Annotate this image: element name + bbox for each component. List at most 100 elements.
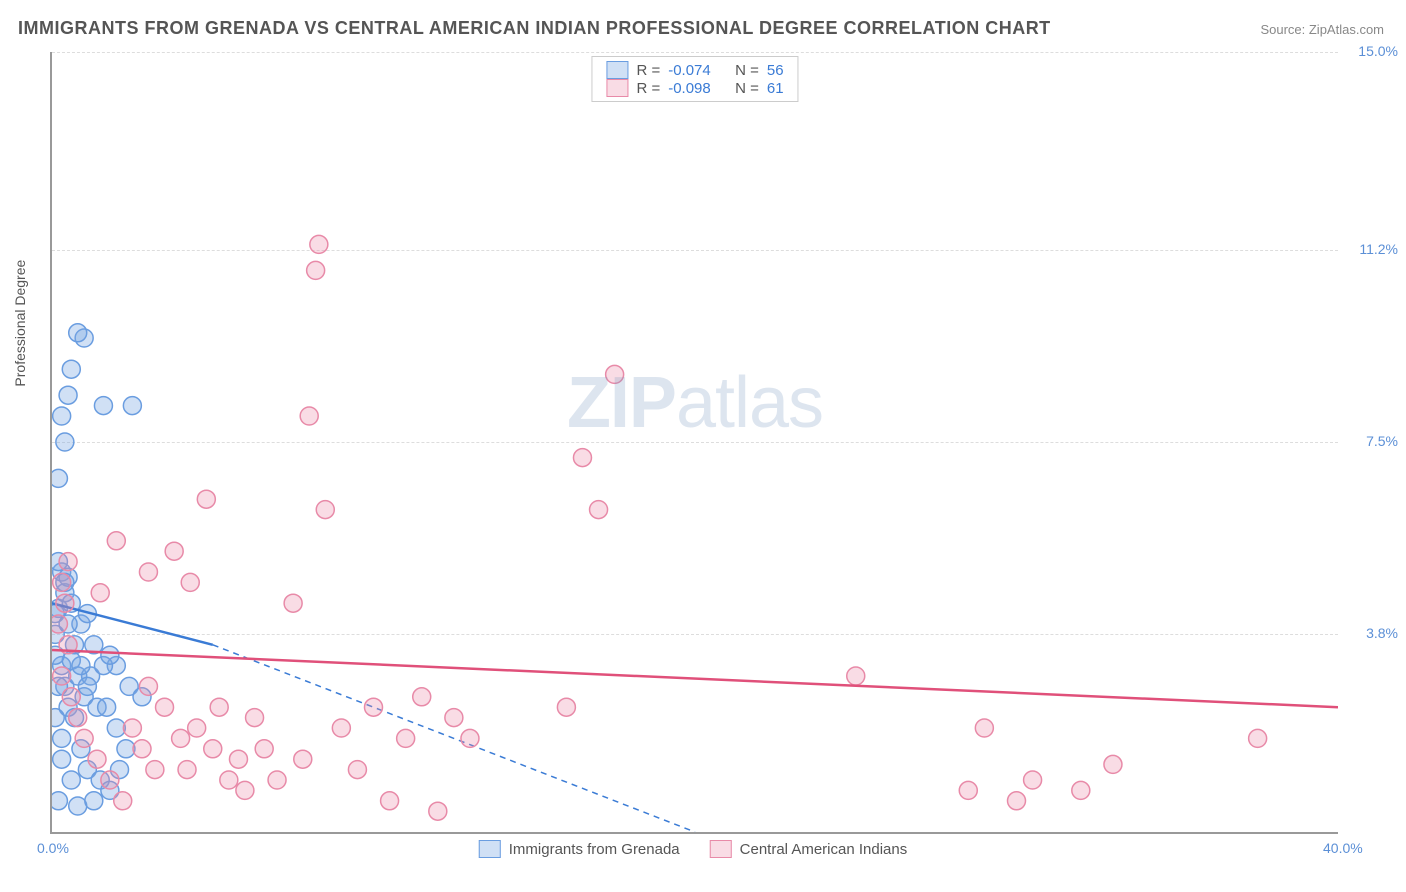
scatter-point-cai [445,709,463,727]
scatter-point-cai [181,573,199,591]
scatter-point-grenada [94,397,112,415]
scatter-point-cai [307,261,325,279]
scatter-point-cai [294,750,312,768]
scatter-point-grenada [52,709,64,727]
scatter-point-cai [56,594,74,612]
scatter-point-grenada [52,792,67,810]
chart-title: IMMIGRANTS FROM GRENADA VS CENTRAL AMERI… [18,18,1051,39]
scatter-point-grenada [53,407,71,425]
scatter-point-cai [146,761,164,779]
scatter-point-cai [975,719,993,737]
swatch-cai [710,840,732,858]
scatter-point-cai [365,698,383,716]
scatter-point-grenada [107,719,125,737]
n-label: N = [735,80,759,97]
n-value-cai: 61 [767,80,784,97]
x-tick-label: 40.0% [1323,840,1363,856]
scatter-point-cai [75,729,93,747]
scatter-point-cai [172,729,190,747]
scatter-point-grenada [123,397,141,415]
scatter-point-cai [1104,755,1122,773]
legend-item-cai: Central American Indians [710,840,908,858]
scatter-point-grenada [69,324,87,342]
scatter-point-cai [139,563,157,581]
scatter-point-grenada [59,386,77,404]
scatter-point-grenada [117,740,135,758]
scatter-point-cai [397,729,415,747]
scatter-point-cai [62,688,80,706]
r-value-grenada: -0.074 [668,62,711,79]
scatter-point-grenada [62,771,80,789]
scatter-point-cai [91,584,109,602]
trend-line-dash-grenada [213,645,695,832]
scatter-point-cai [188,719,206,737]
y-axis-label: Professional Degree [12,260,28,387]
legend-stats-row: R = -0.098 N = 61 [606,79,783,97]
legend-stats: R = -0.074 N = 56 R = -0.098 N = 61 [591,56,798,102]
scatter-point-cai [53,573,71,591]
scatter-point-cai [114,792,132,810]
scatter-point-grenada [69,797,87,815]
legend-label: Immigrants from Grenada [509,841,680,858]
scatter-point-cai [246,709,264,727]
scatter-point-grenada [56,433,74,451]
y-tick-label: 3.8% [1343,625,1398,641]
scatter-point-cai [133,740,151,758]
source-label: Source: ZipAtlas.com [1260,22,1384,37]
scatter-point-cai [348,761,366,779]
scatter-point-cai [381,792,399,810]
scatter-point-grenada [62,360,80,378]
scatter-point-cai [1249,729,1267,747]
scatter-point-grenada [52,469,67,487]
scatter-point-cai [107,532,125,550]
scatter-point-cai [197,490,215,508]
scatter-point-cai [101,771,119,789]
scatter-point-cai [1024,771,1042,789]
scatter-point-cai [204,740,222,758]
scatter-point-grenada [101,646,119,664]
scatter-point-grenada [78,677,96,695]
trend-line-cai [52,650,1338,707]
scatter-point-cai [413,688,431,706]
swatch-grenada [479,840,501,858]
scatter-point-cai [606,365,624,383]
r-value-cai: -0.098 [668,80,711,97]
swatch-cai [606,79,628,97]
scatter-point-grenada [72,657,90,675]
y-tick-label: 7.5% [1343,433,1398,449]
scatter-point-cai [59,553,77,571]
scatter-point-cai [268,771,286,789]
x-tick-label: 0.0% [37,840,69,856]
scatter-point-grenada [85,792,103,810]
plot-region: Professional Degree ZIPatlas R = -0.074 … [50,52,1338,834]
scatter-point-cai [178,761,196,779]
scatter-point-grenada [53,750,71,768]
scatter-point-cai [573,449,591,467]
chart-area: Professional Degree ZIPatlas R = -0.074 … [50,52,1336,832]
scatter-point-grenada [98,698,116,716]
scatter-point-grenada [53,729,71,747]
n-value-grenada: 56 [767,62,784,79]
scatter-point-cai [284,594,302,612]
scatter-point-cai [156,698,174,716]
scatter-point-cai [220,771,238,789]
legend-item-grenada: Immigrants from Grenada [479,840,680,858]
scatter-point-cai [88,750,106,768]
scatter-point-cai [139,677,157,695]
scatter-point-cai [959,781,977,799]
scatter-point-cai [429,802,447,820]
scatter-point-cai [332,719,350,737]
scatter-point-cai [69,709,87,727]
legend-stats-row: R = -0.074 N = 56 [606,61,783,79]
scatter-point-cai [1008,792,1026,810]
y-tick-label: 11.2% [1343,241,1398,257]
swatch-grenada [606,61,628,79]
r-label: R = [636,80,660,97]
n-label: N = [735,62,759,79]
scatter-point-cai [461,729,479,747]
scatter-svg [52,52,1338,832]
legend-label: Central American Indians [740,841,908,858]
scatter-point-cai [123,719,141,737]
scatter-point-cai [229,750,247,768]
legend-bottom: Immigrants from Grenada Central American… [479,840,907,858]
